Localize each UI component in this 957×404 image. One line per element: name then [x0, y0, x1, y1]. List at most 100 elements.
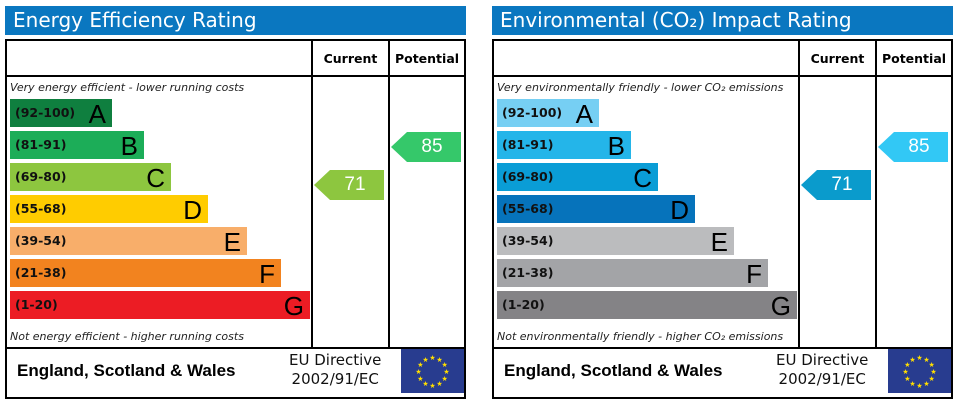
band-letter: G: [283, 291, 304, 321]
band-range: (55-68): [15, 201, 67, 216]
band-range: (1-20): [15, 297, 58, 312]
band-range: (81-91): [502, 137, 554, 152]
band-g-bar: (1-20) G: [497, 291, 797, 321]
potential-column-header: Potential: [394, 51, 460, 66]
band-a-bar: (92-100) A: [497, 99, 599, 129]
band-d-bar: (55-68) D: [497, 195, 695, 225]
band-range: (92-100): [502, 105, 563, 120]
band-letter: G: [770, 291, 791, 321]
svg-text:★: ★: [928, 375, 934, 383]
svg-text:★: ★: [916, 382, 922, 390]
eu-flag-icon: ★ ★ ★ ★ ★ ★ ★ ★ ★ ★ ★ ★: [401, 349, 464, 393]
svg-text:★: ★: [904, 361, 910, 369]
svg-text:★: ★: [441, 361, 447, 369]
band-range: (39-54): [15, 233, 67, 248]
rating-table: Current Potential Very environmentally f…: [492, 39, 953, 399]
footer-directive: EU Directive 2002/91/EC: [289, 351, 381, 389]
svg-text:★: ★: [441, 375, 447, 383]
svg-text:★: ★: [443, 368, 449, 376]
current-column-header: Current: [810, 51, 865, 66]
band-letter: F: [259, 259, 275, 289]
bottom-note: Not energy efficient - higher running co…: [10, 330, 244, 343]
svg-text:★: ★: [909, 356, 915, 364]
svg-text:★: ★: [429, 354, 435, 362]
band-a-bar: (92-100) A: [10, 99, 112, 129]
band-b-bar: (81-91) B: [10, 131, 144, 161]
energy-efficiency-panel: Energy Efficiency Rating Current Potenti…: [5, 0, 466, 404]
band-range: (92-100): [15, 105, 76, 120]
top-note: Very environmentally friendly - lower CO…: [497, 81, 784, 94]
band-letter: C: [633, 163, 652, 193]
svg-text:★: ★: [422, 380, 428, 388]
band-d-bar: (55-68) D: [10, 195, 208, 225]
band-range: (81-91): [15, 137, 67, 152]
svg-text:★: ★: [928, 361, 934, 369]
potential-column-header: Potential: [881, 51, 947, 66]
svg-text:★: ★: [429, 382, 435, 390]
top-note: Very energy efficient - lower running co…: [10, 81, 245, 94]
eu-flag-icon: ★ ★ ★ ★ ★ ★ ★ ★ ★ ★ ★ ★: [888, 349, 951, 393]
potential-rating-arrow: 85: [878, 132, 948, 162]
footer-region: England, Scotland & Wales: [17, 361, 236, 380]
footer-divider: [494, 347, 951, 349]
svg-text:★: ★: [902, 368, 908, 376]
band-letter: C: [146, 163, 165, 193]
band-letter: D: [670, 195, 689, 225]
footer-region: England, Scotland & Wales: [504, 361, 723, 380]
svg-text:★: ★: [916, 354, 922, 362]
svg-text:★: ★: [904, 375, 910, 383]
directive-line-2: 2002/91/EC: [778, 370, 866, 388]
band-range: (21-38): [502, 265, 554, 280]
band-range: (39-54): [502, 233, 554, 248]
bottom-note: Not environmentally friendly - higher CO…: [497, 330, 784, 343]
footer-divider: [7, 347, 464, 349]
column-divider: [798, 41, 800, 348]
band-f-bar: (21-38) F: [10, 259, 281, 289]
current-column-header: Current: [323, 51, 378, 66]
band-c-bar: (69-80) C: [10, 163, 171, 193]
header-divider: [7, 75, 464, 77]
directive-line-1: EU Directive: [776, 351, 869, 369]
directive-line-1: EU Directive: [289, 351, 382, 369]
column-divider: [311, 41, 313, 348]
band-f-bar: (21-38) F: [497, 259, 768, 289]
panel-title: Energy Efficiency Rating: [5, 6, 466, 35]
band-b-bar: (81-91) B: [497, 131, 631, 161]
band-letter: A: [575, 99, 593, 129]
band-letter: B: [607, 131, 625, 161]
directive-line-2: 2002/91/EC: [291, 370, 379, 388]
svg-text:★: ★: [909, 380, 915, 388]
svg-text:★: ★: [415, 368, 421, 376]
column-divider: [388, 41, 390, 348]
band-range: (69-80): [15, 169, 67, 184]
svg-text:★: ★: [923, 380, 929, 388]
rating-table: Current Potential Very energy efficient …: [5, 39, 466, 399]
svg-text:★: ★: [923, 356, 929, 364]
svg-text:★: ★: [417, 361, 423, 369]
band-range: (1-20): [502, 297, 545, 312]
current-rating-arrow: 71: [801, 169, 871, 200]
svg-text:★: ★: [417, 375, 423, 383]
band-e-bar: (39-54) E: [10, 227, 247, 257]
band-letter: B: [120, 131, 138, 161]
environmental-impact-panel: Environmental (CO₂) Impact Rating Curren…: [492, 0, 953, 404]
svg-text:★: ★: [422, 356, 428, 364]
svg-text:★: ★: [436, 356, 442, 364]
band-range: (21-38): [15, 265, 67, 280]
svg-text:★: ★: [930, 368, 936, 376]
footer-directive: EU Directive 2002/91/EC: [776, 351, 868, 389]
panel-title: Environmental (CO₂) Impact Rating: [492, 6, 953, 35]
band-letter: F: [746, 259, 762, 289]
band-letter: D: [183, 195, 202, 225]
band-letter: A: [88, 99, 106, 129]
potential-rating-arrow: 85: [391, 132, 461, 162]
band-letter: E: [710, 227, 728, 257]
header-divider: [494, 75, 951, 77]
band-c-bar: (69-80) C: [497, 163, 658, 193]
band-g-bar: (1-20) G: [10, 291, 310, 321]
column-divider: [875, 41, 877, 348]
band-e-bar: (39-54) E: [497, 227, 734, 257]
current-rating-arrow: 71: [314, 169, 384, 200]
svg-text:★: ★: [436, 380, 442, 388]
band-range: (55-68): [502, 201, 554, 216]
